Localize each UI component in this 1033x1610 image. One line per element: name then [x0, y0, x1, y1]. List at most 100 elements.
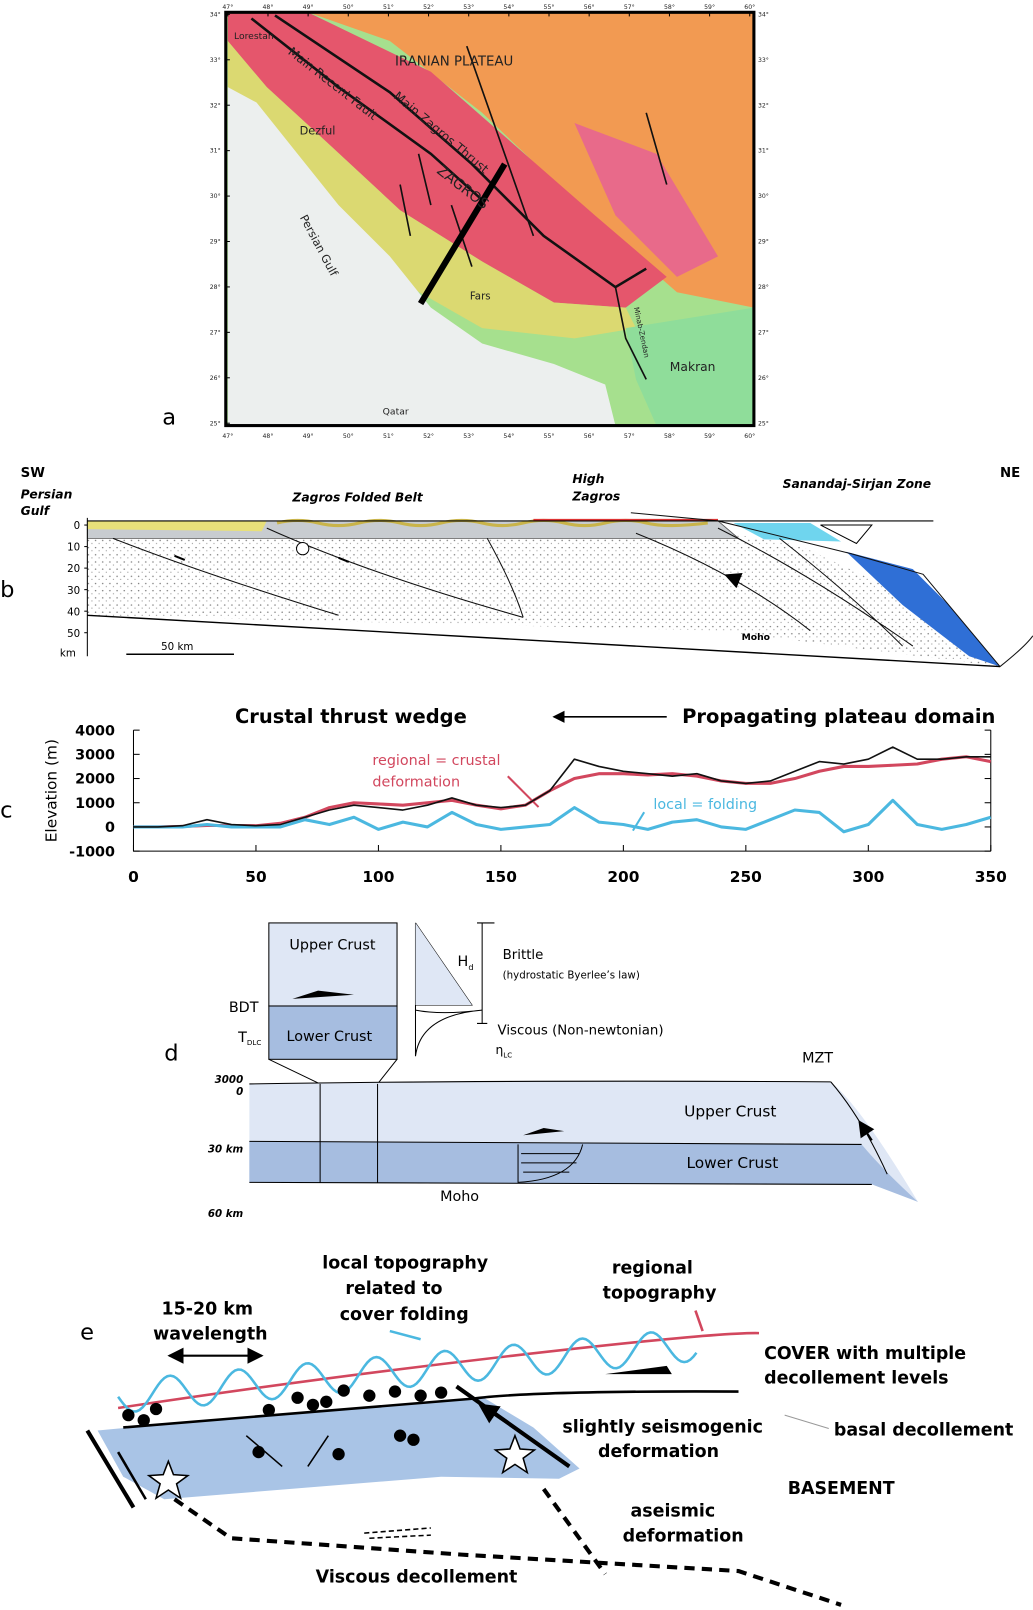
y-tick-label: 2000	[75, 772, 115, 788]
label: Upper Crust	[289, 938, 375, 954]
panel-label: b	[0, 577, 14, 603]
lon-tick-label: 53°	[463, 432, 474, 440]
panel-label: a	[162, 405, 176, 431]
lat-tick-label: 29°	[758, 238, 769, 246]
makran-coast	[625, 307, 754, 426]
lon-tick-label: 56°	[584, 432, 595, 440]
inset-lower	[268, 1005, 398, 1060]
x-tick-label: 100	[362, 868, 394, 886]
label: 15-20 km	[162, 1300, 254, 1320]
lon-tick-label: 50°	[343, 432, 354, 440]
moho-label: Moho	[742, 632, 770, 643]
lat-tick-label: 29°	[210, 238, 221, 246]
depth-label: 3000	[215, 1074, 244, 1086]
lat-tick-label: 30°	[210, 192, 221, 200]
label: H	[458, 954, 469, 970]
velocity-profile	[517, 1144, 584, 1183]
crust	[87, 531, 1001, 667]
depth-tick-label: 40	[67, 606, 80, 618]
depth-tick-label: 10	[67, 542, 80, 554]
lon-tick-label: 54°	[503, 3, 514, 11]
star	[493, 1433, 537, 1475]
x-tick-label: 150	[485, 868, 517, 886]
subscript: d	[468, 962, 473, 972]
line-series	[133, 746, 991, 828]
earthquake	[137, 1414, 150, 1427]
label: Brittle	[503, 948, 544, 963]
map-ticks: 47° 47° 48° 48° 49° 49° 50° 50° 51° 51° 52° 52° 53° 5…	[210, 3, 769, 440]
earthquake	[363, 1389, 376, 1402]
lon-tick-label: 55°	[544, 432, 555, 440]
relief-patch	[574, 123, 719, 277]
panel-label: c	[0, 797, 12, 823]
region-label: Gulf	[21, 504, 51, 518]
region-label: Zagros	[571, 489, 620, 503]
lon-tick-label: 55°	[544, 3, 555, 11]
place-label: Makran	[670, 360, 716, 374]
earthquake	[149, 1402, 163, 1416]
depth-label: 30 km	[208, 1144, 244, 1156]
persian-gulf	[227, 87, 616, 426]
line-series	[133, 755, 992, 829]
subscript: LC	[503, 1050, 512, 1059]
pluton	[820, 524, 873, 545]
lat-tick-label: 26°	[210, 374, 221, 382]
panel-label: d	[164, 1040, 178, 1066]
lon-tick-label: 52°	[423, 432, 434, 440]
x-tick-label: 200	[607, 868, 639, 886]
lon-tick-label: 54°	[503, 432, 514, 440]
thrust-arrow	[858, 1120, 875, 1141]
label: ηLC	[495, 1043, 512, 1059]
label: T	[237, 1030, 247, 1046]
label: Viscous (Non-newtonian)	[498, 1024, 664, 1039]
place-label: Dezful	[300, 124, 336, 137]
lon-tick-label: 47°	[222, 432, 233, 440]
lat-tick-label: 32°	[758, 101, 769, 109]
panel-c: c Elevation (m) Crustal thrust wedge Pro…	[0, 705, 1007, 886]
lon-tick-label: 59°	[704, 3, 715, 11]
place-label: Qatar	[383, 406, 409, 417]
lon-tick-label: 57°	[624, 3, 635, 11]
earthquake	[407, 1433, 420, 1446]
x-tick-label: 300	[852, 868, 884, 886]
label: BASEMENT	[788, 1479, 895, 1499]
panel-label: e	[80, 1319, 94, 1345]
thrust-arrows	[116, 1405, 535, 1500]
label: slightly seismogenic	[562, 1418, 763, 1438]
annotation: Propagating plateau domain	[682, 705, 995, 728]
leader	[507, 775, 540, 808]
earthquake	[388, 1385, 402, 1398]
lat-tick-label: 34°	[758, 10, 769, 18]
sw-label: SW	[21, 466, 46, 481]
lat-tick-label: 31°	[758, 147, 769, 155]
panel-e: 15-20 km wavelength local topography rel…	[80, 1254, 1013, 1607]
panel-d: Upper Crust Lower Crust BDT TDLC Hd Brit…	[164, 922, 918, 1220]
earthquake	[337, 1384, 350, 1397]
y-tick-label: 4000	[75, 723, 115, 739]
axes	[132, 730, 992, 852]
earthquake	[252, 1445, 265, 1459]
depth-tick-label: 50	[67, 628, 80, 640]
inset-upper	[268, 922, 398, 1007]
focal-mechanism	[296, 541, 310, 556]
shear-arrow	[292, 990, 354, 999]
earthquakes	[122, 1384, 448, 1461]
label: wavelength	[153, 1324, 267, 1344]
label: η	[495, 1043, 503, 1057]
label: Moho	[440, 1189, 479, 1205]
label: (hydrostatic Byerlee’s law)	[503, 969, 640, 981]
panel-b: 50 km Moho SW Persian Gulf Zagros Folded…	[0, 466, 1033, 668]
lat-tick-label: 25°	[210, 419, 221, 427]
label: Viscous decollement	[316, 1567, 518, 1587]
label: Lower Crust	[287, 1029, 373, 1045]
lat-tick-label: 28°	[758, 283, 769, 291]
label: deformation	[598, 1442, 719, 1462]
subscript: DLC	[247, 1038, 262, 1047]
label: cover folding	[340, 1305, 469, 1325]
label: local topography	[322, 1254, 488, 1274]
map-frame	[224, 10, 756, 428]
depth-label: 0	[236, 1086, 243, 1098]
label: Lower Crust	[686, 1154, 778, 1172]
lat-tick-label: 34°	[210, 10, 221, 18]
